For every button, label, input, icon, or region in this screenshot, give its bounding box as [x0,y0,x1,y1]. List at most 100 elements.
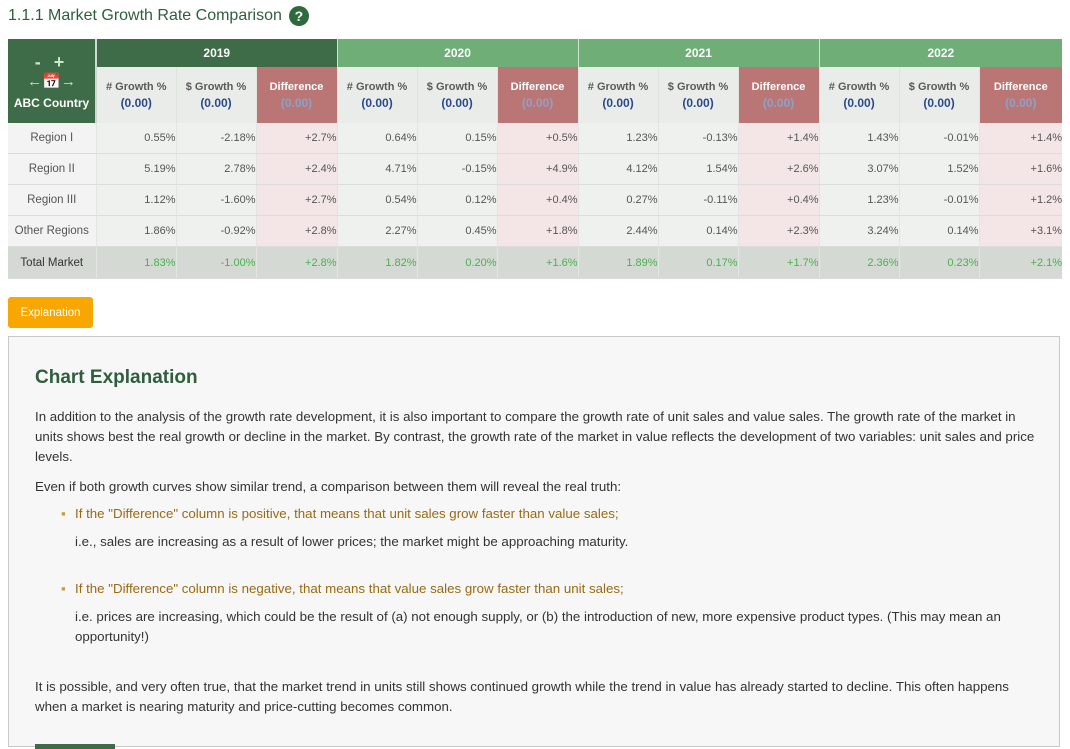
subheader-baseline[interactable]: (0.00) [521,95,554,110]
subheader-baseline[interactable]: (0.00) [762,95,795,110]
table-cell: -0.92% [175,215,256,247]
table-cell: -1.00% [175,246,256,279]
date-navigation-icon[interactable]: ←📅→ [27,73,76,90]
subheader-label: # Growth % [105,80,167,93]
subheader-baseline[interactable]: (0.00) [923,95,955,110]
subheader-unit-growth: # Growth % (0.00) [95,67,176,123]
table-cell: 1.52% [898,153,980,185]
table-cell: +2.7% [255,123,338,154]
table-cell: 1.82% [336,246,418,279]
subheader-difference: Difference (0.00) [978,67,1063,123]
table-cell: -0.01% [898,123,980,154]
subheader-value-growth: $ Growth % (0.00) [175,67,256,123]
subheader-value-growth: $ Growth % (0.00) [898,67,980,123]
subheader-label: $ Growth % [667,80,729,93]
table-cell: +1.8% [496,215,579,247]
subheader-baseline[interactable]: (0.00) [200,95,232,110]
subheader-label: # Growth % [587,80,649,93]
table-row: Total Market 1.83% -1.00% +2.8% 1.82% 0.20% +1… [8,246,1063,279]
table-cell: +0.4% [737,184,820,216]
table-cell: -0.15% [416,153,498,185]
subheader-unit-growth: # Growth % (0.00) [577,67,659,123]
table-cell: +1.4% [737,123,820,154]
bullet-positive-detail: i.e., sales are increasing as a result o… [75,534,629,549]
explanation-panel: Chart Explanation In addition to the ana… [8,336,1060,747]
subheader-difference: Difference (0.00) [496,67,579,123]
growth-table: - + ←📅→ ABC Country 2019 2020 2021 2022 … [8,39,1063,279]
table-cell: +2.8% [255,215,338,247]
subheader-baseline[interactable]: (0.00) [602,95,634,110]
table-cell: +1.7% [737,246,820,279]
subheader-baseline[interactable]: (0.00) [1005,95,1037,110]
subheader-baseline[interactable]: (0.00) [361,95,393,110]
table-cell: +4.9% [496,153,579,185]
subheader-value-growth: $ Growth % (0.00) [657,67,739,123]
table-cell: 0.27% [577,184,659,216]
table-cell: +1.6% [978,153,1063,185]
explanation-paragraph-1: In addition to the analysis of the growt… [35,409,1035,464]
explanation-button[interactable]: Explanation [8,297,93,328]
subheader-label: # Growth % [346,80,408,93]
table-cell: 2.78% [175,153,256,185]
table-cell: +2.8% [255,246,338,279]
country-label[interactable]: ABC Country [13,96,90,110]
bullet-negative-heading: If the "Difference" column is negative, … [61,579,1035,599]
subheader-baseline[interactable]: (0.00) [280,95,313,110]
year-header-2019: 2019 [95,39,338,67]
subheader-difference: Difference (0.00) [255,67,338,123]
subheader-baseline[interactable]: (0.00) [682,95,714,110]
subheader-value-growth: $ Growth % (0.00) [416,67,498,123]
table-cell: 1.89% [577,246,659,279]
table-cell: 1.23% [818,184,900,216]
subheader-unit-growth: # Growth % (0.00) [818,67,900,123]
row-label[interactable]: Region II [8,153,96,185]
table-cell: +2.7% [255,184,338,216]
table-cell: -0.11% [657,184,739,216]
table-cell: 0.45% [416,215,498,247]
table-cell: 0.15% [416,123,498,154]
table-cell: 0.17% [657,246,739,279]
table-cell: +1.2% [978,184,1063,216]
table-cell: 2.44% [577,215,659,247]
subheader-unit-growth: # Growth % (0.00) [336,67,418,123]
table-cell: 0.23% [898,246,980,279]
subheader-difference: Difference (0.00) [737,67,820,123]
row-label[interactable]: Other Regions [8,215,96,247]
table-cell: 0.14% [657,215,739,247]
explanation-paragraph-2: Even if both growth curves show similar … [35,479,622,494]
table-cell: 0.54% [336,184,418,216]
table-cell: +1.6% [496,246,579,279]
table-cell: 1.83% [95,246,176,279]
subheader-label: Difference [269,80,324,93]
table-cell: +1.4% [978,123,1063,154]
title-row: 1.1.1 Market Growth Rate Comparison ? [8,6,309,26]
table-cell: 0.55% [95,123,176,154]
explanation-paragraph-3: It is possible, and very often true, tha… [35,679,1009,714]
table-cell: 5.19% [95,153,176,185]
table-controls: - + ←📅→ ABC Country [8,39,97,123]
explanation-title: Chart Explanation [35,367,198,388]
row-label[interactable]: Region I [8,123,96,154]
row-label[interactable]: Region III [8,184,96,216]
row-label[interactable]: Total Market [8,246,96,279]
table-cell: -1.60% [175,184,256,216]
subheader-label: Difference [751,80,806,93]
table-cell: 1.54% [657,153,739,185]
table-cell: -2.18% [175,123,256,154]
table-cell: 0.14% [898,215,980,247]
subheader-baseline[interactable]: (0.00) [441,95,473,110]
zoom-controls[interactable]: - + [34,52,69,72]
table-cell: 0.20% [416,246,498,279]
subheader-label: Difference [993,80,1048,93]
table-row: Region III 1.12% -1.60% +2.7% 0.54% 0.12% +0.4… [8,184,1063,216]
table-cell: 1.12% [95,184,176,216]
table-row: Region I 0.55% -2.18% +2.7% 0.64% 0.15% +0.5% 1… [8,123,1063,154]
bullet-positive-heading: If the "Difference" column is positive, … [61,504,1035,524]
table-row: Region II 5.19% 2.78% +2.4% 4.71% -0.15% +4.9%… [8,153,1063,185]
table-cell: +0.5% [496,123,579,154]
year-header-2022: 2022 [818,39,1063,67]
subheader-baseline[interactable]: (0.00) [120,95,152,110]
help-icon[interactable]: ? [288,6,309,26]
subheader-baseline[interactable]: (0.00) [843,95,875,110]
page-title: 1.1.1 Market Growth Rate Comparison [8,7,282,24]
